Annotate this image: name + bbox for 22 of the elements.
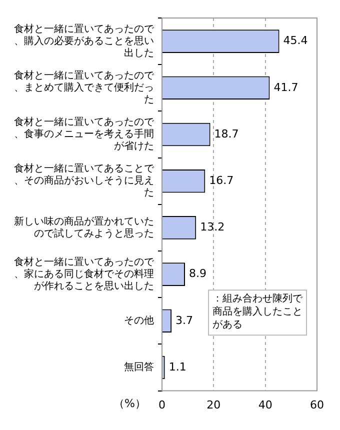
y-tick-label: 無回答 bbox=[124, 361, 154, 374]
data-label: 13.2 bbox=[200, 220, 225, 234]
data-label: 16.7 bbox=[209, 174, 234, 187]
y-tick-label: 新しい味の商品が置かれていたので試してみようと思った bbox=[14, 215, 154, 240]
x-axis-title: （%） bbox=[114, 397, 146, 410]
x-tick-label: 60 bbox=[310, 398, 324, 412]
data-label: 1.1 bbox=[168, 360, 186, 374]
x-tick-label: 20 bbox=[206, 398, 221, 412]
data-label: 8.9 bbox=[188, 267, 206, 280]
y-tick-label: 食材と一緒に置いてあったので、食事のメニューを考える手間が省けた bbox=[14, 116, 155, 152]
y-tick-label: その他 bbox=[124, 314, 154, 326]
x-tick-label: 40 bbox=[258, 398, 272, 412]
y-tick-label: 食材と一緒に置いてあることで、その商品がおいしそうに見えた bbox=[14, 162, 155, 199]
annotation: ：組み合わせ陳列で商品を購入したことがある bbox=[212, 292, 304, 331]
x-tick-label: 0 bbox=[158, 398, 166, 412]
y-tick-label: 食材と一緒に置いてあったので、家にある同じ食材でその料理が作れることを思い出した bbox=[14, 256, 155, 292]
data-label: 3.7 bbox=[176, 314, 194, 327]
data-label: 41.7 bbox=[274, 80, 298, 94]
y-tick-label: 食材と一緒に置いてあったので、購入の必要があることを思い出した bbox=[14, 22, 155, 59]
data-label: 45.4 bbox=[283, 34, 308, 48]
y-tick-label: 食材と一緒に置いてあったので、まとめて購入できて便利だった bbox=[14, 69, 155, 106]
data-label: 18.7 bbox=[214, 127, 239, 140]
